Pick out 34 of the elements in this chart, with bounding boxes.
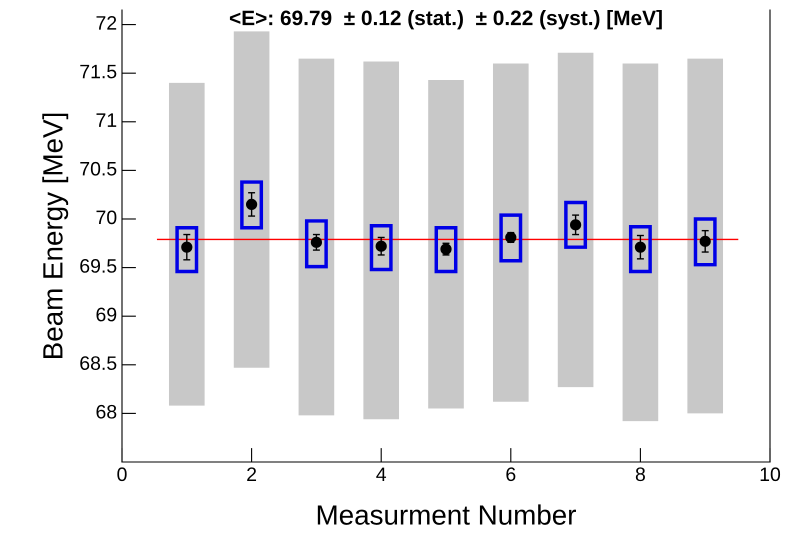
point <box>634 242 646 253</box>
y-tick-label: 69.5 <box>80 259 116 273</box>
bar <box>558 52 594 388</box>
x-tick-label: 2 <box>247 467 256 481</box>
x-tick-label: 8 <box>636 467 645 482</box>
bar <box>298 58 334 416</box>
point <box>181 242 192 253</box>
point <box>700 236 711 247</box>
bar <box>428 80 464 409</box>
point <box>376 240 387 252</box>
point <box>310 236 322 248</box>
chart-title: <E>: 69.79 ± 0.12 (stat.) ± 0.22 (syst.) [MeV] <box>230 10 662 30</box>
point <box>246 198 258 210</box>
y-tick-label: 71.5 <box>80 64 116 78</box>
bar <box>687 58 724 414</box>
x-axis-title: Measurment Number <box>318 504 576 525</box>
y-tick-label: 68 <box>96 404 116 419</box>
x-tick-label: 10 <box>760 467 780 482</box>
point <box>570 219 582 230</box>
bar <box>622 63 658 422</box>
x-tick-label: 6 <box>506 467 516 482</box>
bar <box>492 63 529 402</box>
y-tick-label: 72 <box>96 16 116 30</box>
x-tick-label: 0 <box>117 467 127 482</box>
y-tick-label: 68.5 <box>80 356 116 370</box>
y-axis-title: Beam Energy [MeV] <box>42 114 68 358</box>
y-tick-label: 71 <box>96 113 116 127</box>
x-tick-label: 4 <box>376 468 386 481</box>
bar <box>363 62 400 420</box>
bar <box>234 31 270 368</box>
y-tick-label: 70 <box>96 210 116 224</box>
y-tick-label: 70.5 <box>80 162 116 176</box>
y-tick-label: 69 <box>96 308 116 322</box>
bar <box>168 82 205 406</box>
